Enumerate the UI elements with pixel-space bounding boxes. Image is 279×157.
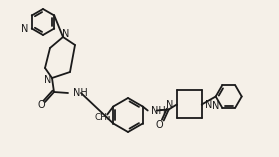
Text: CH₃: CH₃ <box>95 113 112 122</box>
Text: N: N <box>21 24 29 33</box>
Text: NH: NH <box>73 88 88 98</box>
Text: N: N <box>212 101 219 111</box>
Text: N: N <box>205 100 212 109</box>
Text: N: N <box>166 100 174 109</box>
Text: N: N <box>62 29 70 39</box>
Text: O: O <box>37 100 45 110</box>
Text: O: O <box>156 119 163 130</box>
Text: N: N <box>44 75 52 85</box>
Text: NH: NH <box>151 106 165 116</box>
